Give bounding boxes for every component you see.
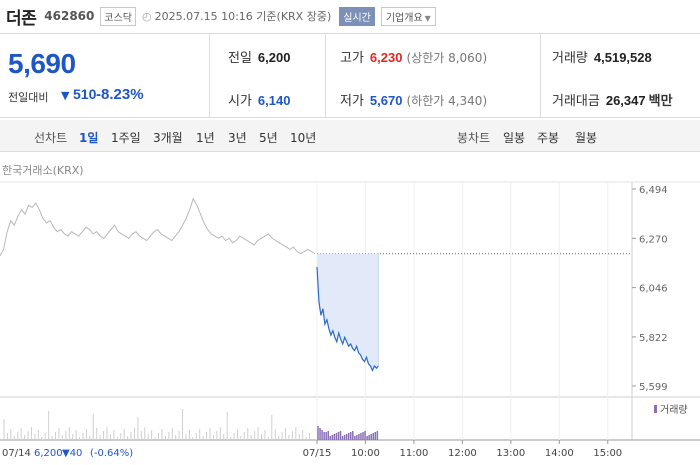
stock-name: 더존 [6, 8, 37, 29]
quote-panel: 5,690 전일대비 ▼ 510 -8.23% 전일 6,200 시가 6,140 … [0, 33, 700, 118]
y-tick-label: 6,270 [639, 234, 668, 245]
x-tick-label: 11:00 [400, 448, 429, 459]
high-value: 6,230 [369, 50, 403, 65]
period-bar: 선차트 1일 1주일 3개월 1년 3년 5년 10년 봉차트 일봉 주봉 월봉 [0, 120, 700, 152]
today-price-line [316, 266, 379, 372]
footer-change: ▼40 [62, 448, 82, 459]
low-label: 저가 [340, 94, 364, 109]
current-price: 5,690 [8, 48, 76, 79]
lower-limit: (하한가 4,340) [406, 94, 488, 108]
candle-chart-label: 봉차트 [457, 131, 491, 145]
low-value: 5,670 [369, 93, 403, 108]
footer-price: 6,200 [34, 448, 63, 459]
volume: 거래량 4,519,528 [552, 47, 652, 66]
company-overview-dropdown[interactable]: 기업개요 ▼ [380, 6, 436, 26]
quote-datetime: 2025.07.15 10:16 기준(KRX 장중) [154, 10, 332, 23]
low-price: 저가 5,670 (하한가 4,340) [340, 90, 487, 109]
stock-code: 462860 [44, 9, 95, 23]
chevron-down-icon: ▼ [424, 13, 431, 23]
divider [540, 34, 541, 118]
candle-daily[interactable]: 일봉 [503, 131, 526, 145]
period-1w[interactable]: 1주일 [111, 131, 141, 145]
down-triangle-icon: ▼ [61, 89, 70, 102]
x-tick-label: 12:00 [448, 448, 477, 459]
x-tick-label: 10:00 [351, 448, 380, 459]
stock-header: 더존 462860 코스닥 ◴ 2025.07.15 10:16 기준(KRX … [0, 0, 700, 32]
prev-close-label: 전일 [228, 51, 252, 66]
line-chart-label: 선차트 [34, 131, 68, 145]
x-tick-label: 14:00 [545, 448, 574, 459]
realtime-button[interactable]: 실시간 [339, 6, 375, 26]
change-label: 전일대비 [8, 91, 49, 104]
amount-value: 26,347 [605, 93, 646, 108]
period-10y[interactable]: 10년 [290, 131, 317, 145]
period-5y[interactable]: 5년 [259, 131, 278, 145]
volume-value: 4,519,528 [593, 50, 652, 65]
x-tick-label: 15:00 [593, 448, 622, 459]
candle-monthly[interactable]: 월봉 [575, 131, 598, 145]
open-price: 시가 6,140 [228, 90, 290, 109]
footer-pct: (-0.64%) [90, 448, 133, 459]
change-value: 510 [73, 86, 97, 102]
price-chart[interactable]: 6,494 6,270 6,046 5,822 5,599 07/15 10:00 11:00… [0, 152, 700, 465]
company-overview-label: 기업개요 [385, 12, 423, 24]
y-tick-label: 5,599 [639, 382, 668, 393]
volume-legend-label: 거래량 [660, 404, 688, 416]
trade-amount: 거래대금 26,347 백만 [552, 90, 673, 109]
clock-icon: ◴ [142, 9, 152, 23]
amount-label: 거래대금 [552, 94, 600, 109]
market-badge: 코스닥 [100, 6, 136, 26]
amount-unit: 백만 [648, 94, 673, 109]
y-tick-label: 6,494 [639, 185, 668, 196]
open-label: 시가 [228, 94, 252, 109]
data-source-label: 한국거래소(KRX) [2, 164, 84, 177]
x-tick-label: 13:00 [496, 448, 525, 459]
price-drop-area [317, 253, 379, 371]
candle-weekly[interactable]: 주봉 [537, 131, 560, 145]
period-1d[interactable]: 1일 [79, 131, 99, 145]
y-tick-label: 5,822 [639, 333, 668, 344]
volume-legend-swatch [654, 405, 657, 413]
high-price: 고가 6,230 (상한가 8,060) [340, 47, 487, 66]
volume-label: 거래량 [552, 51, 588, 66]
current-price-box: 5,690 전일대비 ▼ 510 -8.23% [0, 34, 210, 118]
y-tick-label: 6,046 [639, 284, 668, 295]
divider [325, 34, 326, 118]
x-tick-label: 07/15 [303, 448, 332, 459]
chart-svg: 6,494 6,270 6,046 5,822 5,599 07/15 10:00 11:00… [0, 181, 700, 459]
period-1y[interactable]: 1년 [196, 131, 215, 145]
footer-date: 07/14 [2, 448, 31, 459]
upper-limit: (상한가 8,060) [406, 51, 488, 65]
high-label: 고가 [340, 51, 364, 66]
prev-close: 전일 6,200 [228, 47, 290, 66]
change-percent: -8.23% [96, 86, 144, 103]
period-3m[interactable]: 3개월 [153, 131, 183, 145]
period-3y[interactable]: 3년 [228, 131, 247, 145]
prev-close-value: 6,200 [257, 50, 291, 65]
open-value: 6,140 [257, 93, 291, 108]
prev-day-price-line [0, 197, 316, 257]
